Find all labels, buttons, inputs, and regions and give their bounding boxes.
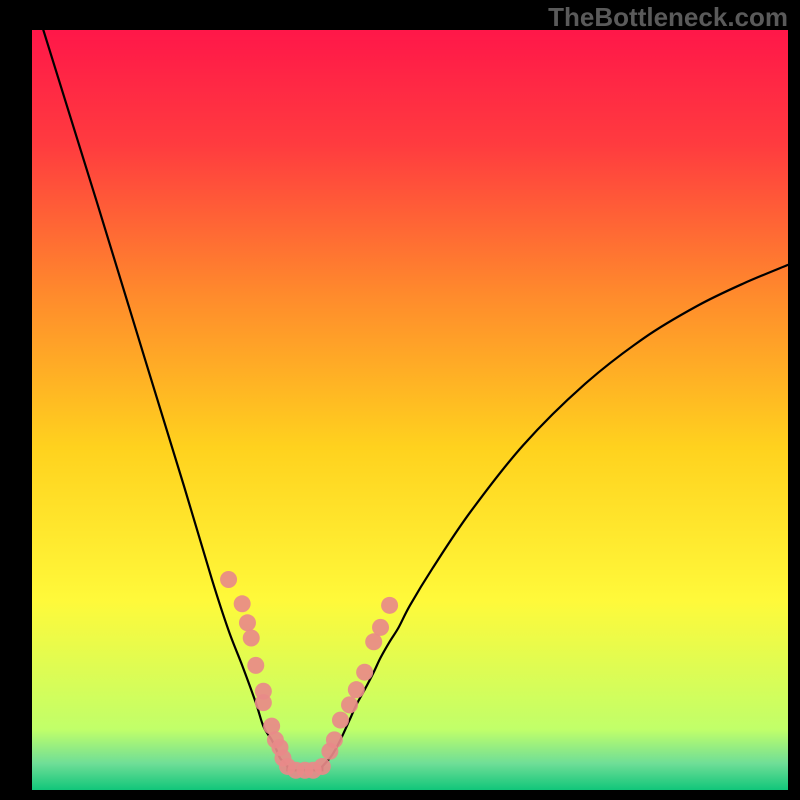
dot-right-7 — [372, 619, 389, 636]
dot-left-6 — [255, 694, 272, 711]
dot-right-1 — [326, 731, 343, 748]
curve-right-branch — [322, 265, 788, 767]
dot-right-4 — [348, 681, 365, 698]
dot-right-8 — [381, 597, 398, 614]
dot-left-3 — [243, 630, 260, 647]
dot-right-2 — [332, 712, 349, 729]
watermark-text: TheBottleneck.com — [548, 2, 788, 33]
chart-svg — [32, 30, 788, 790]
curve-left-branch — [43, 30, 287, 766]
dot-left-2 — [239, 614, 256, 631]
dot-right-3 — [341, 696, 358, 713]
dot-left-4 — [247, 657, 264, 674]
dot-right-5 — [356, 664, 373, 681]
plot-area — [32, 30, 788, 790]
dot-floor-4 — [314, 758, 331, 775]
dot-left-0 — [220, 571, 237, 588]
dot-left-1 — [234, 595, 251, 612]
dot-right-6 — [365, 633, 382, 650]
